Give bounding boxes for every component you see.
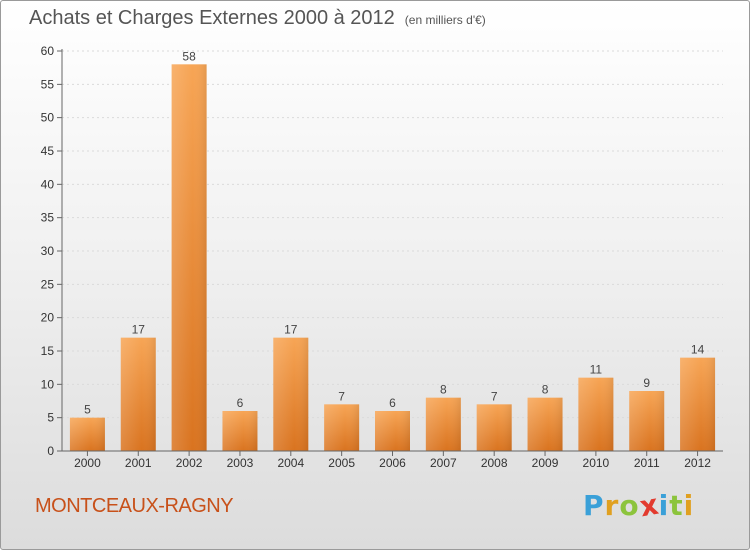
x-tick-label-2008: 2008 [481,456,508,470]
y-tick-label: 30 [41,244,55,258]
x-tick-label-2005: 2005 [328,456,355,470]
value-label-2002: 58 [182,49,196,63]
y-tick-label: 45 [41,144,55,158]
bar-shading-2011 [629,391,665,451]
value-label-2009: 8 [542,383,549,397]
y-tick-label: 5 [47,411,54,425]
chart-unit: (en milliers d'€) [404,13,486,27]
x-tick-label-2006: 2006 [379,456,406,470]
y-tick-label: 25 [41,277,55,291]
chart-title: Achats et Charges Externes 2000 à 2012 [29,7,395,29]
y-tick-label: 35 [41,211,55,225]
bar-shading-2004 [273,337,309,451]
y-tick-label: 40 [41,177,55,191]
bar-shading-2007 [425,397,461,451]
x-tick-label-2001: 2001 [125,456,152,470]
proxiti-logo: Proxiti [583,488,695,524]
bar-shading-2002 [171,64,207,452]
value-label-2001: 17 [132,323,146,337]
bar-shading-2008 [476,404,512,451]
logo-letter: o [619,489,640,522]
value-label-2006: 6 [389,396,396,410]
x-tick-label-2010: 2010 [583,456,610,470]
bar-shading-2012 [680,357,716,451]
axes [57,49,723,456]
value-label-2008: 7 [491,389,498,403]
logo-letter: P [583,489,605,522]
x-tick-label-2002: 2002 [176,456,203,470]
x-tick-label-2003: 2003 [227,456,254,470]
y-tick-label: 60 [41,44,55,58]
x-tick-label-2011: 2011 [634,456,660,470]
logo-letter: t [669,489,684,522]
bars [69,64,716,452]
bar-shading-2005 [324,404,360,451]
chart-title-block: Achats et Charges Externes 2000 à 2012 (e… [29,7,486,30]
y-tick-label: 0 [47,444,54,458]
value-label-2004: 17 [284,323,298,337]
y-tick-label: 50 [41,111,55,125]
value-label-2003: 6 [237,396,244,410]
bar-shading-2000 [69,417,105,451]
value-label-2007: 8 [440,383,447,397]
gridlines [62,50,723,419]
logo-letter: i [683,489,695,522]
value-label-2005: 7 [338,389,345,403]
value-label-2010: 11 [590,363,603,377]
bar-shading-2006 [375,411,410,451]
value-label-2012: 14 [691,343,705,357]
y-tick-label: 20 [41,311,55,325]
labels: 0 5 10 15 20 25 30 35 40 45 50 55 60 5 2000 17 2001 58 200… [41,44,712,470]
x-tick-label-2000: 2000 [74,456,101,470]
commune-name: MONTCEAUX-RAGNY [35,495,234,517]
bar-shading-2010 [578,377,614,451]
logo-letter: i [658,489,670,522]
logo-letter: r [604,489,620,522]
y-tick-label: 55 [41,77,55,91]
value-label-2011: 9 [643,376,650,390]
bar-shading-2001 [120,337,156,451]
y-tick-label: 10 [41,377,55,391]
value-label-2000: 5 [84,403,91,417]
y-tick-label: 15 [41,344,55,358]
x-tick-label-2012: 2012 [684,456,711,470]
bar-shading-2009 [527,397,563,451]
bar-shading-2003 [222,411,258,451]
x-tick-label-2007: 2007 [430,456,457,470]
x-tick-label-2009: 2009 [532,456,559,470]
x-tick-label-2004: 2004 [277,456,304,470]
